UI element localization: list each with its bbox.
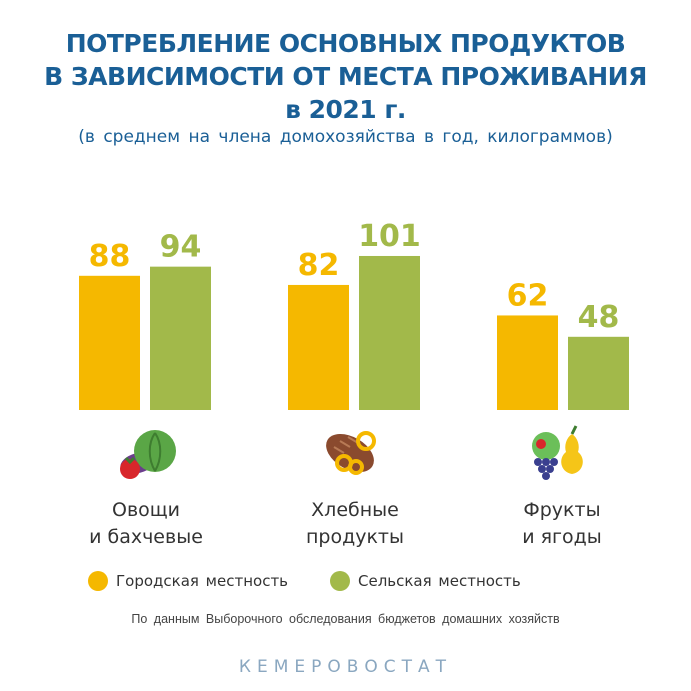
legend-urban-swatch (88, 571, 108, 591)
fruits-icon (532, 425, 583, 480)
title-line-1: ПОТРЕБЛЕНИЕ ОСНОВНЫХ ПРОДУКТОВ (65, 29, 626, 58)
category-label-fruits: Фрукты и ягоды (522, 499, 602, 548)
bar-rural-2 (568, 336, 629, 410)
category-label-vegetables: Овощи и бахчевые (89, 499, 203, 548)
brand-logo-text: КЕМЕРОВОСТАТ (238, 657, 453, 677)
legend-urban: Городская местность (88, 569, 288, 593)
chart-title: ПОТРЕБЛЕНИЕ ОСНОВНЫХ ПРОДУКТОВ В ЗАВИСИМ… (0, 27, 691, 126)
bar-urban-2 (497, 315, 558, 410)
value-label-rural-1: 101 (358, 219, 421, 254)
value-label-urban-1: 82 (298, 248, 340, 283)
category-label-bread: Хлебные продукты (305, 499, 405, 548)
bar-rural-1 (359, 255, 420, 410)
bar-rural-0 (150, 266, 211, 410)
title-line-2: В ЗАВИСИМОСТИ ОТ МЕСТА ПРОЖИВАНИЯ (44, 62, 647, 91)
value-label-rural-2: 48 (578, 300, 620, 335)
legend-rural-swatch (330, 571, 350, 591)
value-label-rural-0: 94 (160, 230, 202, 265)
value-label-urban-2: 62 (507, 278, 549, 313)
bar-urban-1 (288, 284, 349, 410)
bar-urban-0 (79, 275, 140, 410)
source-note: По данным Выборочного обследования бюдже… (131, 612, 560, 626)
vegetables-icon (120, 430, 176, 479)
chart-subtitle: (в среднем на члена домохозяйства в год,… (78, 127, 613, 147)
title-line-3: в 2021 г. (285, 95, 406, 124)
bread-icon (326, 431, 376, 475)
value-label-urban-0: 88 (89, 239, 131, 274)
legend-urban-label: Городская местность (116, 572, 289, 590)
legend-rural: Сельская местность (330, 569, 521, 593)
legend-rural-label: Сельская местность (358, 572, 521, 590)
